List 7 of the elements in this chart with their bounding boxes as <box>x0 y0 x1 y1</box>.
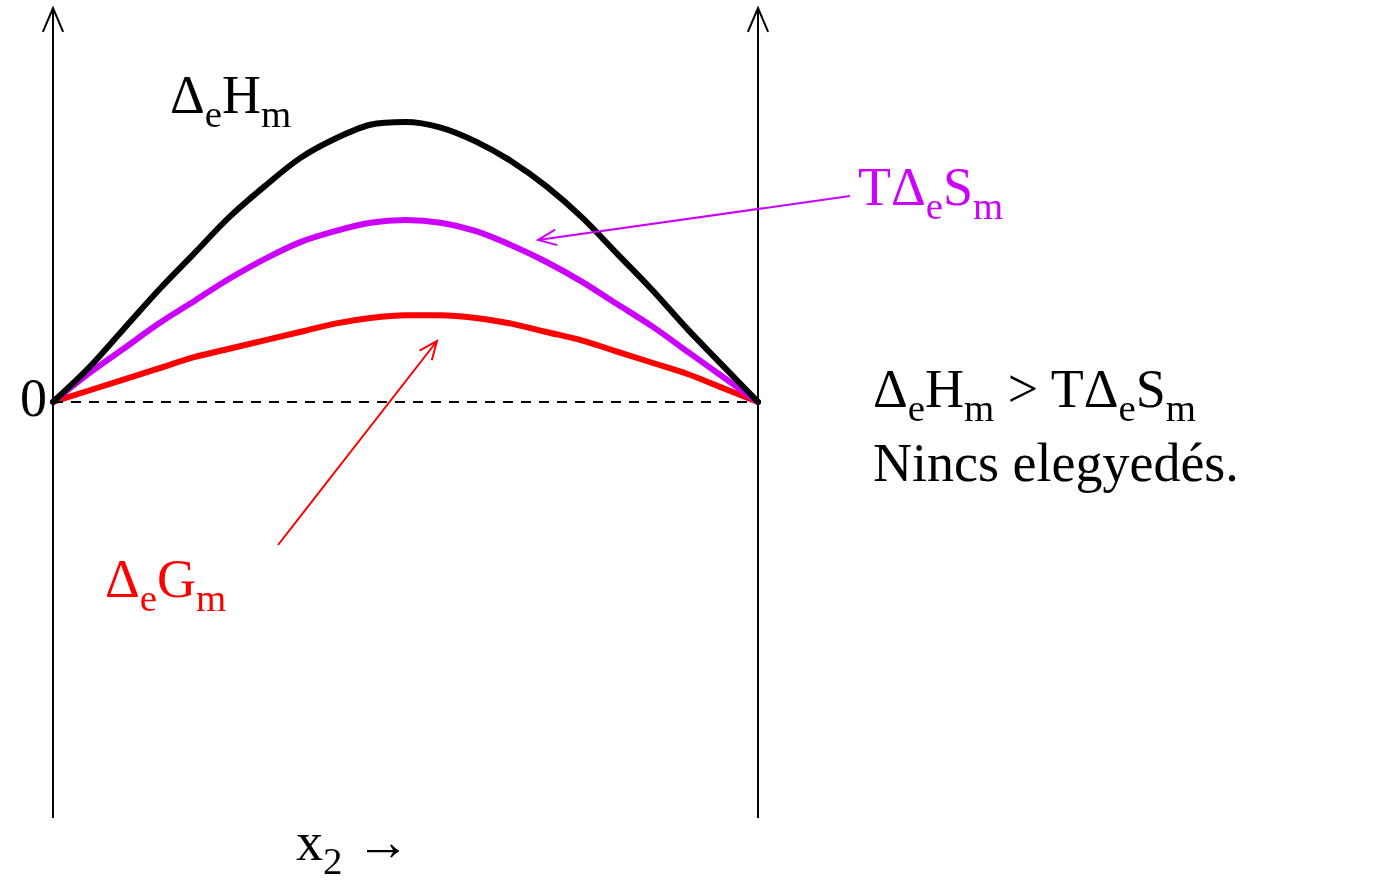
text: Δ$_{e}$H$_{m}$ > TΔ$_{e}$S$_{m}$ <box>873 359 1197 429</box>
text: TΔ$_{e}$S$_{m}$ <box>858 157 1004 227</box>
text: x$_{2}$ → <box>296 812 410 882</box>
ref-line-label: 0 <box>20 368 47 429</box>
text: Δ$_{e}$G$_{m}$ <box>105 549 227 619</box>
series-label: Δ$_{e}$H$_{m}$ <box>170 65 292 135</box>
text: Nincs elegyedés. <box>873 433 1239 493</box>
